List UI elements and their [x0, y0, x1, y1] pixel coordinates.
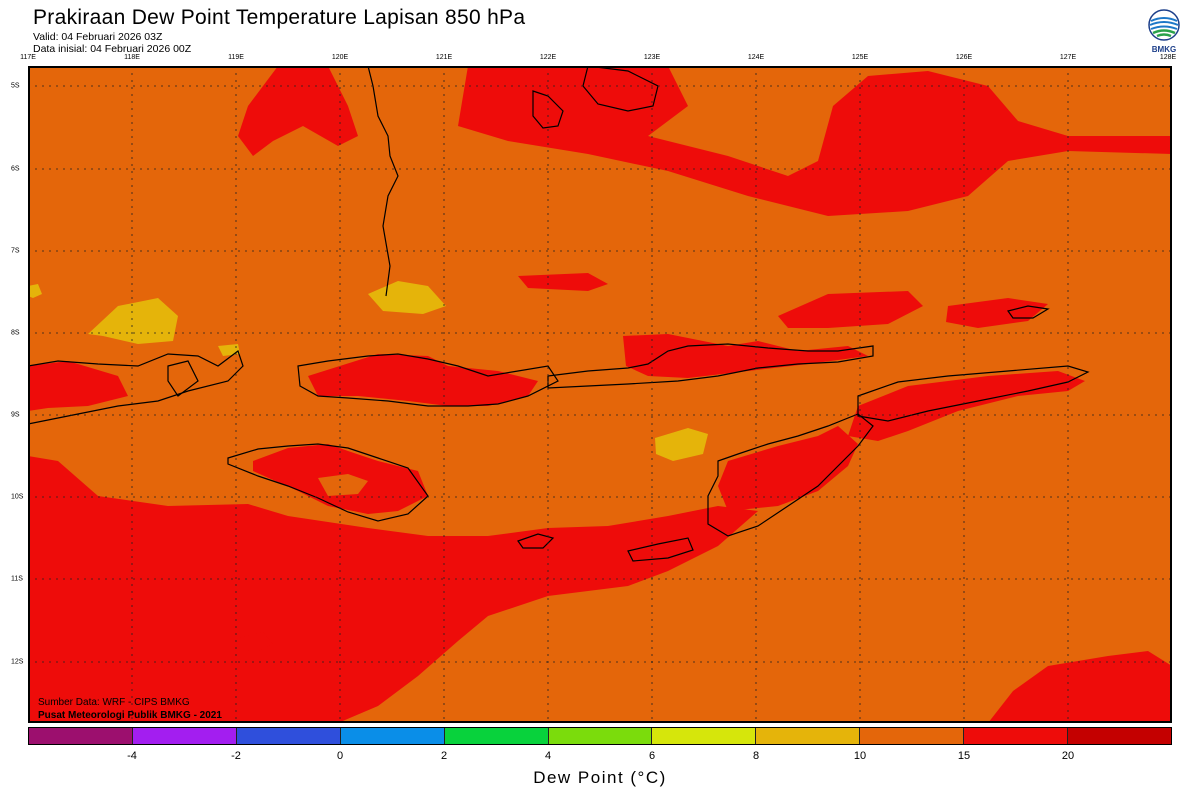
colorbar-tick: -4 [127, 750, 137, 762]
alor-coast [1006, 305, 1050, 319]
initial-time: Data inisial: 04 Februari 2026 00Z [33, 43, 192, 55]
map-frame [28, 66, 1172, 723]
colorbar-segment [1068, 728, 1171, 744]
north-island-coast [582, 66, 659, 112]
lon-label: 126E [955, 54, 973, 61]
sumbawa-red-patch [308, 354, 538, 406]
flores-red-patch [623, 334, 868, 378]
colorbar-segment [756, 728, 861, 744]
lon-label: 123E [643, 54, 661, 61]
timor-sea-red-patch [848, 371, 1085, 441]
colorbar-segment [964, 728, 1069, 744]
flores-coast [547, 343, 874, 389]
valid-time: Valid: 04 Februari 2026 03Z [33, 31, 163, 43]
dewpoint-10-15-holes [318, 474, 368, 496]
colorbar-segment [860, 728, 965, 744]
bali-coast [28, 350, 244, 425]
lon-label: 122E [539, 54, 557, 61]
small-south-red-patch [236, 632, 273, 652]
colorbar-segment [236, 728, 341, 744]
lat-label: 7S [11, 247, 20, 255]
colorbar-segment [29, 728, 133, 744]
sumba-inner-orange [318, 474, 368, 496]
colorbar-segment [340, 728, 445, 744]
east-red-patch [946, 298, 1048, 328]
yellow-patch-small [28, 284, 42, 298]
colorbar-tick: 8 [752, 750, 760, 762]
longitude-labels: 117E 118E 119E 120E 121E 122E 123E 124E … [0, 54, 1200, 64]
data-source: Sumber Data: WRF - CIPS BMKG [38, 697, 190, 708]
bmkg-logo: BMKG [1144, 8, 1184, 58]
bmkg-emblem-icon [1148, 9, 1180, 41]
sumba-coast [227, 443, 429, 522]
lon-label: 128E [1159, 54, 1177, 61]
southeast-red-patch [988, 651, 1172, 723]
northwest-red-patch [238, 66, 358, 156]
colorbar-segment [652, 728, 757, 744]
lon-label: 125E [851, 54, 869, 61]
colorbar-segment [444, 728, 549, 744]
colorbar-segment [548, 728, 653, 744]
map-title: Prakiraan Dew Point Temperature Lapisan … [33, 6, 526, 29]
logo-text: BMKG [1151, 45, 1177, 54]
lon-label: 117E [20, 54, 36, 61]
colorbar-tick: -2 [231, 750, 241, 762]
colorbar-segment [132, 728, 237, 744]
lon-label: 120E [331, 54, 349, 61]
lat-label: 5S [11, 82, 20, 90]
timor-coast [707, 413, 874, 537]
lon-label: 124E [747, 54, 765, 61]
colorbar [28, 727, 1172, 745]
lat-label: 8S [11, 329, 20, 337]
yellow-patch-west [88, 298, 178, 344]
dewpoint-map [28, 66, 1172, 723]
lat-label: 9S [11, 411, 20, 419]
colorbar-tick: 4 [544, 750, 552, 762]
sulawesi-red-patch [518, 273, 608, 291]
colorbar-title: Dew Point (°C) [533, 768, 667, 787]
dewpoint-8-10-regions [28, 281, 708, 461]
lon-label: 127E [1059, 54, 1077, 61]
yellow-patch-south [655, 428, 708, 461]
colorbar-tick: 2 [440, 750, 448, 762]
colorbar-tick: 6 [648, 750, 656, 762]
sulawesi-coast [367, 66, 399, 297]
colorbar-tick: 0 [336, 750, 344, 762]
north-red-band [458, 66, 1172, 216]
timor-red-patch [718, 426, 858, 511]
lat-label: 10S [11, 493, 24, 501]
data-credit: Pusat Meteorologi Publik BMKG - 2021 [38, 710, 222, 721]
lon-label: 121E [435, 54, 453, 61]
sumbawa-coast [297, 353, 559, 407]
rote-coast [627, 537, 694, 562]
lat-label: 6S [11, 165, 20, 173]
colorbar-tick: 20 [1061, 750, 1075, 762]
lombok-coast [167, 360, 199, 397]
lat-label: 11S [11, 575, 23, 583]
lat-label: 12S [11, 658, 24, 666]
flores-sea-red-patch [778, 291, 923, 328]
colorbar-tick: 10 [853, 750, 867, 762]
lon-label: 119E [228, 54, 244, 61]
bali-red-patch [28, 361, 128, 411]
dewpoint-15-20-regions [28, 66, 1172, 723]
graticule [28, 66, 1172, 723]
southern-red-band [28, 456, 758, 723]
colorbar-tick: 15 [957, 750, 971, 762]
lon-label: 118E [124, 54, 140, 61]
